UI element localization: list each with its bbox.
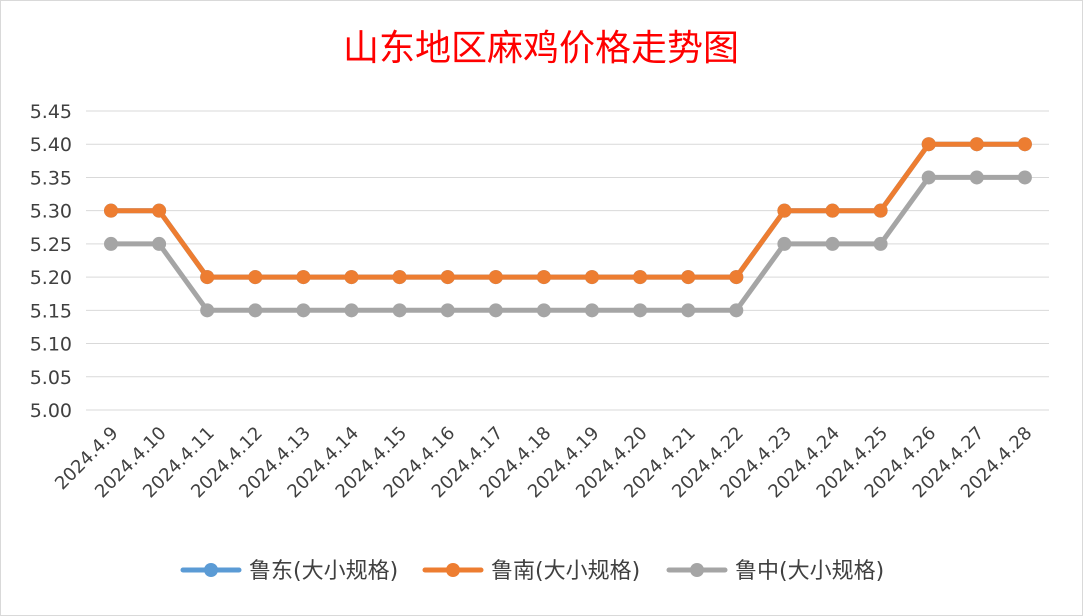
data-point: [344, 270, 359, 285]
y-tick-label: 5.20: [30, 267, 72, 289]
data-point: [633, 270, 648, 285]
data-point: [344, 303, 359, 318]
data-point: [104, 203, 118, 218]
y-tick-label: 5.30: [30, 201, 72, 223]
data-point: [200, 303, 215, 318]
data-point: [729, 270, 744, 285]
data-point: [1017, 170, 1032, 185]
data-point: [729, 303, 744, 318]
data-point: [777, 236, 792, 251]
legend-label: 鲁中(大小规格): [735, 559, 884, 584]
x-axis-ticks: 2024.4.92024.4.102024.4.112024.4.122024.…: [51, 423, 1036, 503]
data-point: [440, 303, 455, 318]
legend-item: 鲁南(大小规格): [422, 559, 640, 584]
data-point: [873, 236, 888, 251]
y-tick-label: 5.45: [30, 101, 72, 123]
legend-item: 鲁中(大小规格): [666, 559, 884, 584]
y-tick-label: 5.35: [30, 167, 72, 189]
data-point: [585, 303, 599, 318]
data-point: [585, 270, 599, 285]
data-point: [104, 236, 118, 251]
data-point: [296, 270, 311, 285]
chart-title: 山东地区麻鸡价格走势图: [343, 28, 739, 69]
series-2: [104, 137, 1032, 285]
data-point: [825, 203, 840, 218]
series-3: [104, 170, 1032, 318]
legend-swatch-marker: [446, 563, 460, 577]
data-point: [488, 303, 503, 318]
y-tick-label: 5.00: [30, 400, 72, 422]
data-point: [825, 236, 840, 251]
y-tick-label: 5.40: [30, 134, 72, 156]
data-point: [921, 137, 936, 152]
data-point: [969, 170, 984, 185]
y-axis-ticks: 5.00 5.05 5.10 5.15 5.20 5.25 5.30 5.35 5.40 5.45: [30, 101, 72, 422]
data-point: [152, 236, 167, 251]
data-point: [921, 170, 936, 185]
data-point: [873, 203, 888, 218]
legend-label: 鲁南(大小规格): [491, 559, 640, 584]
data-point: [536, 270, 551, 285]
legend: 鲁东(大小规格) 鲁南(大小规格) 鲁中(大小规格): [180, 559, 884, 584]
legend-swatch-marker: [690, 563, 704, 577]
data-point: [488, 270, 503, 285]
series-lines: [104, 137, 1032, 318]
data-point: [200, 270, 215, 285]
legend-item: 鲁东(大小规格): [180, 559, 398, 584]
data-point: [681, 303, 696, 318]
data-point: [633, 303, 648, 318]
gridlines: [86, 110, 1049, 411]
data-point: [152, 203, 167, 218]
data-point: [681, 270, 696, 285]
data-point: [248, 270, 263, 285]
legend-label: 鲁东(大小规格): [249, 559, 398, 584]
data-point: [248, 303, 263, 318]
series-line: [108, 174, 1028, 313]
data-point: [969, 137, 984, 152]
data-point: [777, 203, 792, 218]
data-point: [440, 270, 455, 285]
data-point: [1017, 137, 1032, 152]
y-tick-label: 5.10: [30, 334, 72, 356]
data-point: [392, 303, 407, 318]
series-line: [108, 141, 1028, 280]
data-point: [296, 303, 311, 318]
data-point: [536, 303, 551, 318]
y-tick-label: 5.25: [30, 234, 72, 256]
y-tick-label: 5.15: [30, 300, 72, 322]
data-point: [392, 270, 407, 285]
legend-swatch-marker: [204, 563, 218, 577]
y-tick-label: 5.05: [30, 367, 72, 389]
